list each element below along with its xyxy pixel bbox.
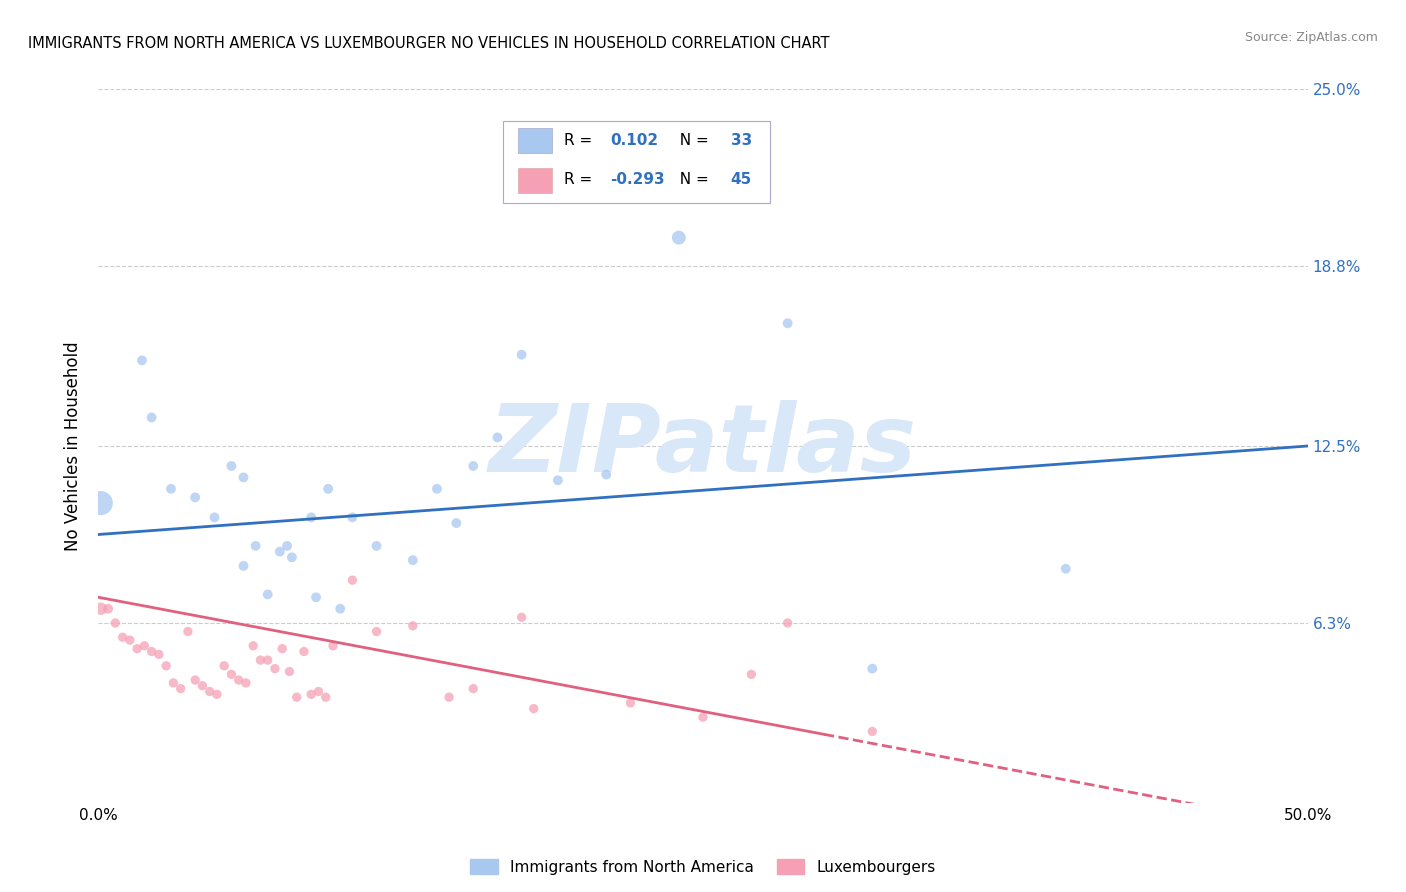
Point (692, 710, 714, 724)
Text: 45: 45 (731, 172, 752, 187)
Point (276, 539, 298, 553)
Point (198, 684, 221, 698)
Point (463, 458, 485, 473)
Text: IMMIGRANTS FROM NORTH AMERICA VS LUXEMBOURGER NO VEHICLES IN HOUSEHOLD CORRELATI: IMMIGRANTS FROM NORTH AMERICA VS LUXEMBO… (28, 36, 830, 51)
Point (740, 667, 762, 681)
Point (402, 553, 425, 567)
Point (204, 510, 226, 524)
Text: Source: ZipAtlas.com: Source: ZipAtlas.com (1244, 31, 1378, 45)
Legend: Immigrants from North America, Luxembourgers: Immigrants from North America, Luxembour… (464, 853, 942, 880)
Point (232, 470, 254, 484)
Point (160, 482, 183, 496)
Point (90, 496, 112, 510)
Point (141, 644, 163, 658)
Point (366, 624, 388, 639)
Text: R =: R = (564, 133, 598, 148)
Point (668, 230, 690, 244)
Point (776, 316, 799, 330)
Point (281, 550, 304, 565)
Point (104, 615, 127, 630)
Point (510, 348, 533, 362)
Point (184, 673, 207, 687)
Point (292, 644, 315, 658)
Point (249, 653, 271, 667)
Point (322, 639, 344, 653)
Point (235, 676, 257, 690)
Point (97, 601, 120, 615)
Point (463, 681, 485, 696)
Point (595, 467, 617, 482)
Point (619, 168, 641, 182)
Text: -0.293: -0.293 (610, 172, 665, 187)
FancyBboxPatch shape (517, 128, 553, 153)
Point (446, 516, 468, 530)
Y-axis label: No Vehicles in Household: No Vehicles in Household (65, 341, 83, 551)
Point (256, 587, 278, 601)
Point (305, 591, 328, 605)
Point (860, 724, 883, 739)
Point (547, 473, 569, 487)
Point (90, 601, 112, 615)
Point (342, 510, 364, 524)
FancyBboxPatch shape (517, 168, 553, 193)
Point (316, 482, 339, 496)
Point (162, 676, 184, 690)
Point (148, 648, 170, 662)
Point (402, 619, 425, 633)
Text: 0.102: 0.102 (610, 133, 658, 148)
Text: N =: N = (671, 172, 714, 187)
Point (860, 662, 883, 676)
Text: 33: 33 (731, 133, 752, 148)
Point (232, 558, 254, 573)
Text: R =: R = (564, 172, 598, 187)
Point (486, 430, 509, 444)
Point (329, 601, 352, 615)
Point (342, 573, 364, 587)
Point (228, 673, 250, 687)
Point (299, 687, 322, 701)
Point (242, 639, 264, 653)
Point (212, 658, 235, 673)
Point (619, 696, 641, 710)
Point (177, 624, 200, 639)
Point (221, 458, 243, 473)
Point (111, 630, 134, 644)
Point (510, 610, 533, 624)
Point (134, 639, 156, 653)
Point (271, 641, 294, 656)
Point (315, 690, 337, 705)
Point (437, 690, 460, 705)
Point (184, 491, 207, 505)
Point (155, 658, 177, 673)
Point (191, 679, 214, 693)
Point (299, 510, 322, 524)
Point (141, 410, 163, 425)
Point (366, 539, 388, 553)
Point (285, 690, 308, 705)
Text: N =: N = (671, 133, 714, 148)
Point (118, 633, 141, 648)
Point (269, 544, 291, 558)
FancyBboxPatch shape (503, 121, 769, 203)
Point (308, 684, 330, 698)
Point (523, 701, 546, 715)
Point (426, 482, 449, 496)
Point (776, 615, 799, 630)
Point (264, 662, 287, 676)
Text: ZIPatlas: ZIPatlas (489, 400, 917, 492)
Point (1054, 562, 1077, 576)
Point (205, 687, 228, 701)
Point (221, 667, 243, 681)
Point (256, 653, 278, 667)
Point (245, 539, 267, 553)
Point (127, 641, 149, 656)
Point (169, 681, 191, 696)
Point (131, 353, 153, 368)
Point (278, 665, 301, 679)
